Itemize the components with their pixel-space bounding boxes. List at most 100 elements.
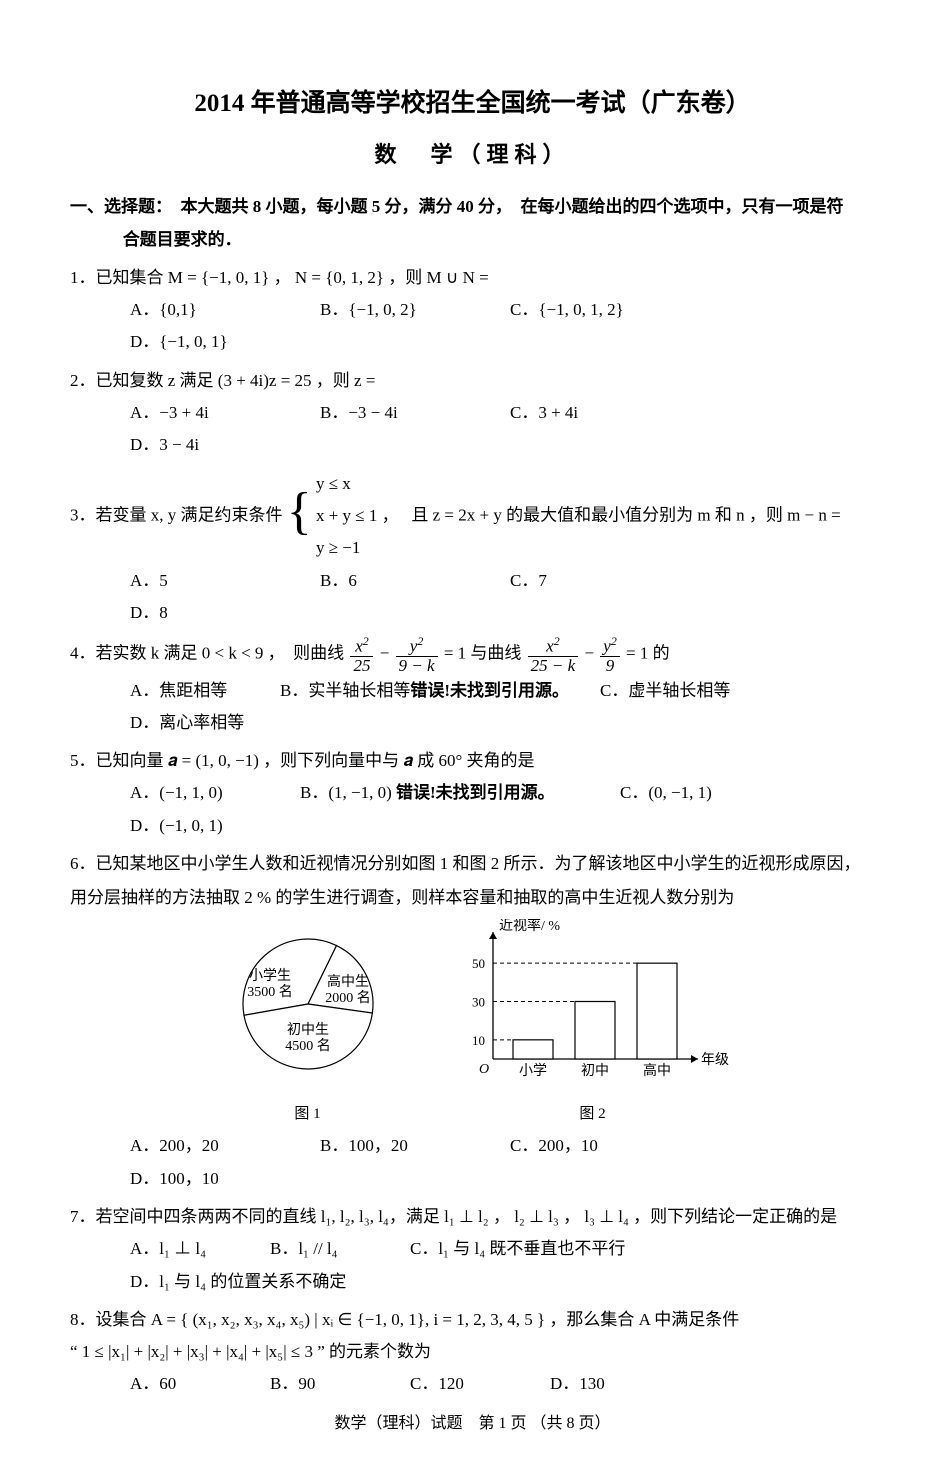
q5-opt-b-error: 错误!未找到引用源。 <box>396 783 555 802</box>
q8-opt-c: C．120 <box>410 1368 550 1400</box>
q6-opt-c: C．200，10 <box>510 1130 700 1162</box>
figure-2-caption: 图 2 <box>448 1100 738 1129</box>
q6-p1: 6．已知某地区中小学生人数和近视情况分别如图 1 和图 2 所示．为了解该地区中… <box>70 854 861 873</box>
q1-opt-a: A．{0,1} <box>130 294 320 326</box>
q5-text: 5．已知向量 𝒂 = (1, 0, −1) ，则下列向量中与 𝒂 成 60° 夹… <box>70 751 535 770</box>
page-footer: 数学（理科）试题 第 1 页 （共 8 页） <box>70 1409 875 1439</box>
q6-options: A．200，20 B．100，20 C．200，10 D．100，10 <box>70 1130 875 1195</box>
figure-1: 小学生3500 名 高中生2000 名初中生4500 名 图 1 <box>208 919 408 1129</box>
page-title: 2014 年普通高等学校招生全国统一考试（广东卷） <box>70 80 875 128</box>
q1-text: 1．已知集合 M = {−1, 0, 1} ， N = {0, 1, 2} ，则… <box>70 268 489 287</box>
q8-l2: “ 1 ≤ |x₁| + |x₂| + |x₃| + |x₄| + |x₅| ≤… <box>70 1336 875 1368</box>
q7-opt-d: D．l₁ 与 l₄ 的位置关系不确定 <box>130 1266 390 1298</box>
svg-text:10: 10 <box>472 1032 485 1047</box>
q2-options: A．−3 + 4i B．−3 − 4i C．3 + 4i D．3 − 4i <box>70 397 875 462</box>
svg-text:O: O <box>479 1062 489 1077</box>
q2-opt-b: B．−3 − 4i <box>320 397 510 429</box>
q3-opt-b: B．6 <box>320 565 510 597</box>
q3-c1: y ≤ x <box>316 474 351 493</box>
q1-opt-d: D．{−1, 0, 1} <box>130 326 320 358</box>
q6-opt-a: A．200，20 <box>130 1130 320 1162</box>
q5-opt-c: C．(0, −1, 1) <box>620 777 780 809</box>
svg-text:近视率/ %: 近视率/ % <box>499 919 560 934</box>
section-1-header: 一、选择题： 本大题共 8 小题，每小题 5 分，满分 40 分， 在每小题给出… <box>70 191 875 223</box>
svg-text:年级: 年级 <box>701 1052 729 1068</box>
svg-text:4500 名: 4500 名 <box>285 1038 331 1054</box>
q3-c3: y ≥ −1 <box>316 538 360 557</box>
question-4: 4．若实数 k 满足 0 < k < 9 ， 则曲线 x225 − y29 − … <box>70 635 875 674</box>
q1-opt-c: C．{−1, 0, 1, 2} <box>510 294 700 326</box>
q7-options: A．l₁ ⊥ l₄ B．l₁ // l₄ C．l₁ 与 l₄ 既不垂直也不平行 … <box>70 1233 875 1298</box>
q2-text: 2．已知复数 z 满足 (3 + 4i)z = 25 ，则 z = <box>70 371 375 390</box>
question-5: 5．已知向量 𝒂 = (1, 0, −1) ，则下列向量中与 𝒂 成 60° 夹… <box>70 745 875 777</box>
q7-opt-c: C．l₁ 与 l₄ 既不垂直也不平行 <box>410 1233 680 1265</box>
question-2: 2．已知复数 z 满足 (3 + 4i)z = 25 ，则 z = <box>70 365 875 397</box>
q5-opt-a: A．(−1, 1, 0) <box>130 777 300 809</box>
q7-opt-a: A．l₁ ⊥ l₄ <box>130 1233 270 1265</box>
figure-1-caption: 图 1 <box>208 1100 408 1129</box>
q5-opt-b: B．(1, −1, 0) 错误!未找到引用源。 <box>300 777 620 809</box>
q3-constraints: y ≤ x x + y ≤ 1 ， y ≥ −1 <box>316 468 399 565</box>
q5-options: A．(−1, 1, 0) B．(1, −1, 0) 错误!未找到引用源。 C．(… <box>70 777 875 842</box>
exam-page: 2014 年普通高等学校招生全国统一考试（广东卷） 数 学（理科） 一、选择题：… <box>0 0 945 1479</box>
q2-opt-d: D．3 − 4i <box>130 429 320 461</box>
q5-opt-b-text: B．(1, −1, 0) <box>300 783 396 802</box>
q6-opt-d: D．100，10 <box>130 1163 320 1195</box>
q4-opt-b-error: 错误!未找到引用源。 <box>410 681 569 700</box>
svg-text:小学生: 小学生 <box>249 968 291 984</box>
q3-opt-a: A．5 <box>130 565 320 597</box>
bar-chart: 近视率/ % 年级 O 10 30 50 小学 初中 高中 <box>448 919 738 1089</box>
q1-opt-b: B．{−1, 0, 2} <box>320 294 510 326</box>
q8-l1: 8．设集合 A = { (x₁, x₂, x₃, x₄, x₅) | xᵢ ∈ … <box>70 1310 739 1329</box>
q3-options: A．5 B．6 C．7 D．8 <box>70 565 875 630</box>
q8-opt-b: B．90 <box>270 1368 410 1400</box>
svg-text:3500 名: 3500 名 <box>247 984 293 1000</box>
svg-text:初中: 初中 <box>581 1062 609 1079</box>
q4-opt-b: B．实半轴长相等错误!未找到引用源。 <box>280 675 600 707</box>
q8-opt-d: D．130 <box>550 1368 690 1400</box>
question-3: 3．若变量 x, y 满足约束条件 { y ≤ x x + y ≤ 1 ， y … <box>70 468 875 565</box>
svg-text:小学: 小学 <box>519 1063 547 1079</box>
svg-text:初中生: 初中生 <box>287 1021 329 1038</box>
q4-opt-c: C．虚半轴长相等 <box>600 675 780 707</box>
q5-opt-d: D．(−1, 0, 1) <box>130 810 270 842</box>
q8-opt-a: A．60 <box>130 1368 270 1400</box>
svg-text:高中: 高中 <box>643 1062 671 1079</box>
question-1: 1．已知集合 M = {−1, 0, 1} ， N = {0, 1, 2} ，则… <box>70 262 875 294</box>
q4-pre: 4．若实数 k 满足 0 < k < 9 ， 则曲线 <box>70 644 348 663</box>
q3-opt-c: C．7 <box>510 565 700 597</box>
q3-pre: 3．若变量 x, y 满足约束条件 <box>70 505 283 524</box>
q4-frac1a: x225 <box>350 635 373 674</box>
q4-frac1b: y29 − k <box>396 635 438 674</box>
svg-text:50: 50 <box>472 956 485 971</box>
figure-row: 小学生3500 名 高中生2000 名初中生4500 名 图 1 近视率/ % 年级… <box>70 919 875 1129</box>
q4-post: = 1 的 <box>626 644 670 663</box>
svg-text:2000 名: 2000 名 <box>325 990 371 1006</box>
q3-c2: x + y ≤ 1 ， <box>316 506 399 525</box>
q7-opt-b: B．l₁ // l₄ <box>270 1233 410 1265</box>
q4-opt-b-text: B．实半轴长相等 <box>280 681 410 700</box>
q4-options: A．焦距相等 B．实半轴长相等错误!未找到引用源。 C．虚半轴长相等 D．离心率… <box>70 675 875 740</box>
svg-text:高中生: 高中生 <box>327 973 369 990</box>
svg-text:30: 30 <box>472 994 485 1009</box>
question-7: 7．若空间中四条两两不同的直线 l₁, l₂, l₃, l₄，满足 l₁ ⊥ l… <box>70 1201 875 1233</box>
page-subtitle: 数 学（理科） <box>70 134 875 176</box>
question-6: 6．已知某地区中小学生人数和近视情况分别如图 1 和图 2 所示．为了解该地区中… <box>70 848 875 880</box>
q1-options: A．{0,1} B．{−1, 0, 2} C．{−1, 0, 1, 2} D．{… <box>70 294 875 359</box>
q2-opt-a: A．−3 + 4i <box>130 397 320 429</box>
q4-frac2a: x225 − k <box>528 635 579 674</box>
q2-opt-c: C．3 + 4i <box>510 397 700 429</box>
figure-2: 近视率/ % 年级 O 10 30 50 小学 初中 高中 图 2 <box>448 919 738 1129</box>
q4-opt-d: D．离心率相等 <box>130 707 270 739</box>
q7-text: 7．若空间中四条两两不同的直线 l₁, l₂, l₃, l₄，满足 l₁ ⊥ l… <box>70 1207 837 1226</box>
q8-options: A．60 B．90 C．120 D．130 <box>70 1368 875 1400</box>
q3-opt-d: D．8 <box>130 597 320 629</box>
q6-opt-b: B．100，20 <box>320 1130 510 1162</box>
q6-p2: 用分层抽样的方法抽取 2 % 的学生进行调查，则样本容量和抽取的高中生近视人数分… <box>70 882 875 914</box>
pie-chart: 小学生3500 名 高中生2000 名初中生4500 名 <box>208 919 408 1089</box>
section-1-header-cont: 合题目要求的． <box>70 224 875 256</box>
question-8: 8．设集合 A = { (x₁, x₂, x₃, x₄, x₅) | xᵢ ∈ … <box>70 1304 875 1336</box>
q4-opt-a: A．焦距相等 <box>130 675 280 707</box>
q3-post: 且 z = 2x + y 的最大值和最小值分别为 m 和 n ，则 m − n … <box>411 505 840 524</box>
q4-frac2b: y29 <box>600 635 620 674</box>
